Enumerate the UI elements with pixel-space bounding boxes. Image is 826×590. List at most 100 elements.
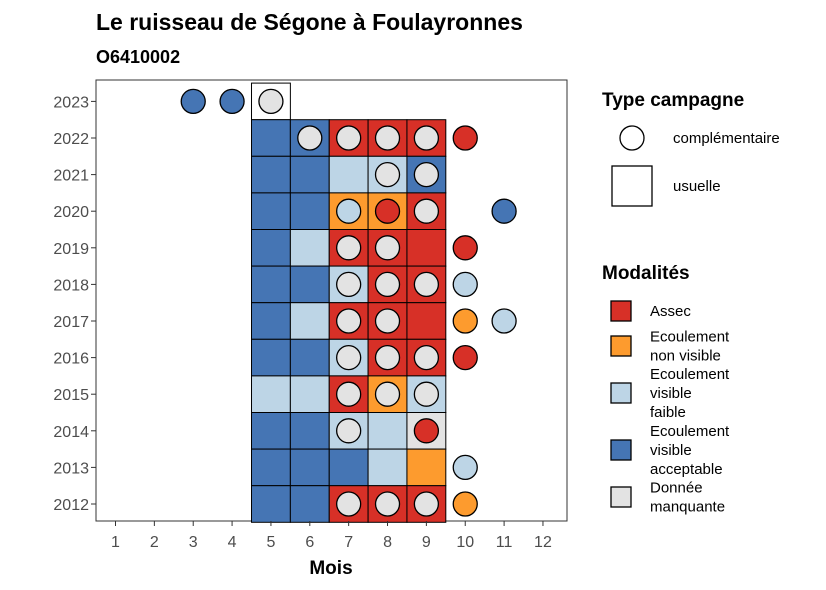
tile bbox=[289, 265, 330, 304]
y-tick-label: 2021 bbox=[53, 168, 89, 185]
tile bbox=[251, 485, 291, 523]
legend-key-nonvisible bbox=[610, 335, 632, 357]
x-tick-label: 5 bbox=[266, 534, 275, 551]
point bbox=[336, 491, 362, 517]
point bbox=[413, 344, 440, 371]
y-tick-label: 2013 bbox=[53, 460, 89, 477]
tile bbox=[289, 338, 330, 377]
y-tick-label: 2017 bbox=[53, 314, 89, 331]
point bbox=[336, 198, 362, 224]
chart-title: Le ruisseau de Ségone à Foulayronnes bbox=[96, 9, 523, 35]
point bbox=[374, 161, 401, 188]
tile bbox=[328, 448, 369, 487]
point bbox=[336, 235, 362, 261]
tile bbox=[289, 448, 330, 487]
legend-key-square bbox=[611, 165, 653, 207]
point bbox=[374, 198, 401, 224]
point bbox=[336, 344, 362, 371]
y-tick-label: 2022 bbox=[53, 131, 89, 148]
point bbox=[297, 125, 323, 151]
tile bbox=[251, 302, 291, 340]
x-tick-label: 6 bbox=[305, 534, 314, 551]
x-tick-label: 3 bbox=[189, 534, 198, 551]
point bbox=[374, 271, 401, 298]
tile bbox=[251, 192, 291, 230]
point bbox=[452, 491, 478, 517]
legend-modalite-label: Ecoulement non visible bbox=[650, 329, 730, 365]
x-tick-label: 4 bbox=[228, 534, 237, 551]
x-tick-label: 2 bbox=[150, 534, 159, 551]
plot-area bbox=[95, 79, 568, 523]
legend-modalite-label: Ecoulement visible acceptable bbox=[650, 423, 730, 478]
tile bbox=[251, 229, 291, 267]
x-tick-label: 9 bbox=[422, 534, 431, 551]
point bbox=[452, 271, 478, 298]
tile bbox=[251, 155, 291, 194]
x-tick-label: 10 bbox=[456, 534, 474, 551]
tile bbox=[251, 412, 291, 450]
y-tick-label: 2016 bbox=[53, 351, 89, 368]
tile bbox=[367, 412, 408, 450]
y-tick-label: 2012 bbox=[53, 497, 89, 514]
point bbox=[219, 88, 245, 115]
tile bbox=[289, 375, 330, 413]
point bbox=[413, 381, 440, 407]
x-tick-label: 7 bbox=[344, 534, 353, 551]
legend-modalite-label: Assec bbox=[650, 303, 691, 320]
x-tick-label: 11 bbox=[496, 534, 513, 551]
point bbox=[491, 308, 517, 334]
legend-type-title: Type campagne bbox=[602, 90, 744, 111]
point bbox=[491, 198, 517, 224]
point bbox=[336, 418, 362, 444]
point bbox=[413, 491, 440, 517]
x-tick-label: 1 bbox=[111, 534, 120, 551]
tile bbox=[251, 448, 291, 487]
tile bbox=[406, 448, 447, 487]
legend-modalites-title: Modalités bbox=[602, 263, 690, 284]
point bbox=[180, 88, 206, 115]
tile bbox=[251, 119, 291, 157]
legend-modalite-label: Donnée manquante bbox=[650, 480, 725, 516]
y-tick-label: 2018 bbox=[53, 277, 89, 294]
point bbox=[374, 308, 401, 334]
point bbox=[374, 381, 401, 407]
y-tick-label: 2020 bbox=[53, 204, 89, 221]
tile bbox=[328, 155, 369, 194]
x-axis-title: Mois bbox=[309, 558, 352, 579]
tile bbox=[289, 302, 330, 340]
legend-key-circle bbox=[619, 125, 645, 151]
point bbox=[258, 88, 284, 115]
legend-key-faible bbox=[610, 382, 632, 404]
legend-key-assec bbox=[610, 300, 632, 322]
point bbox=[452, 125, 478, 151]
y-tick-label: 2015 bbox=[53, 387, 89, 404]
point bbox=[413, 161, 440, 188]
legend-type-label: usuelle bbox=[673, 178, 721, 195]
legend-type-campagne: Type campagne complémentaire usuelle bbox=[602, 90, 780, 207]
tile bbox=[289, 229, 330, 267]
point bbox=[452, 454, 478, 481]
tile bbox=[289, 192, 330, 230]
legend-key-acceptable bbox=[610, 439, 632, 461]
legend-key-manquante bbox=[610, 486, 632, 508]
legend-type-label: complémentaire bbox=[673, 130, 780, 147]
point bbox=[336, 308, 362, 334]
tile bbox=[251, 338, 291, 377]
point bbox=[452, 308, 478, 334]
x-tick-label: 8 bbox=[383, 534, 392, 551]
point bbox=[413, 198, 440, 224]
point bbox=[413, 125, 440, 151]
point bbox=[452, 235, 478, 261]
point bbox=[413, 271, 440, 298]
legend-modalites: Modalités Assec Ecoulement non visible Ecou… bbox=[602, 263, 730, 516]
point bbox=[452, 344, 478, 371]
point bbox=[336, 381, 362, 407]
point bbox=[413, 418, 440, 444]
axes: 1 2 3 4 5 6 7 8 9 10 11 122012201320142015201620172… bbox=[53, 94, 552, 551]
tile bbox=[289, 485, 330, 523]
y-tick-label: 2014 bbox=[53, 424, 89, 441]
point bbox=[374, 344, 401, 371]
point bbox=[374, 491, 401, 517]
y-tick-label: 2019 bbox=[53, 241, 89, 258]
